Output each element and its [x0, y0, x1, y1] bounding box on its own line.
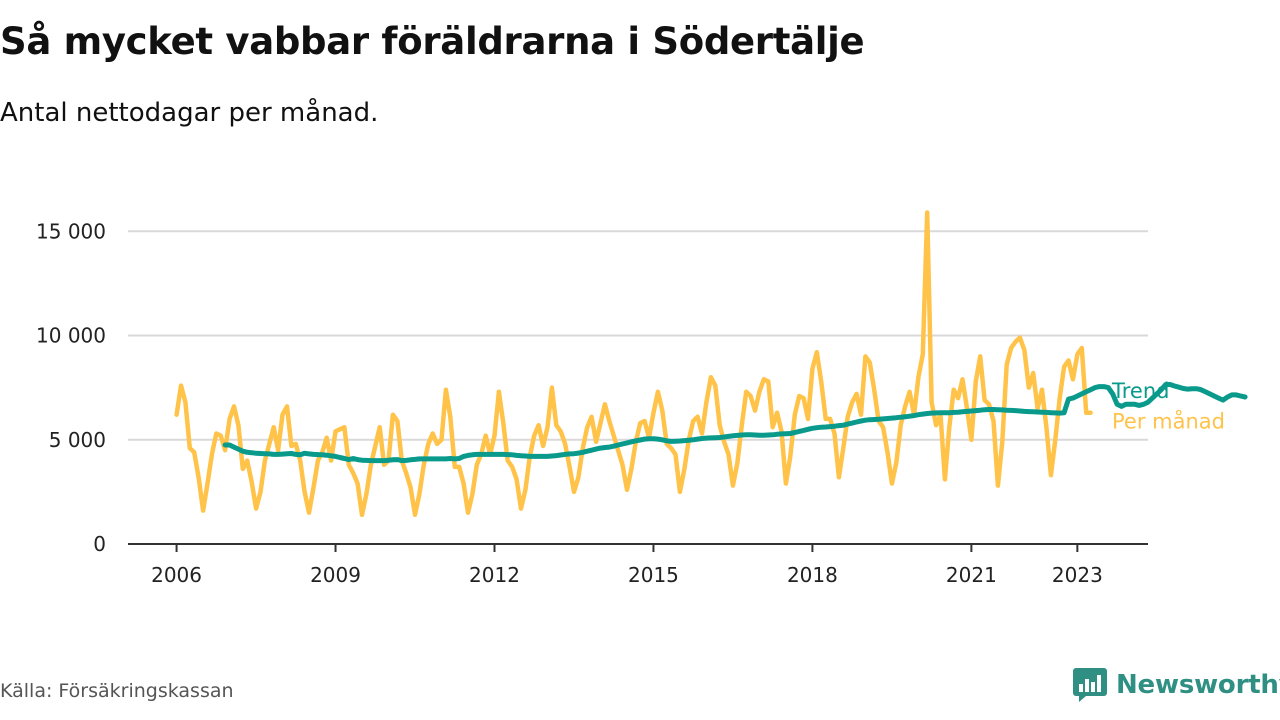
series-labels: Per månad Trend: [1111, 379, 1225, 434]
x-tick-label: 2018: [787, 563, 838, 587]
series-lines: [174, 210, 1248, 518]
x-tick-label: 2009: [310, 563, 361, 587]
x-tick-label: 2015: [628, 563, 679, 587]
y-tick-label: 10 000: [36, 324, 106, 348]
brand-name: Newsworthy: [1116, 670, 1280, 700]
y-tick-label: 15 000: [36, 219, 106, 243]
series-label-trend: Trend: [1111, 379, 1169, 403]
x-axis-ticks: 2006 2009 2012 2015 2018 2021 2023: [151, 544, 1103, 587]
series-line-trend: [222, 382, 1248, 464]
series-line-per-manad: [174, 210, 1093, 518]
chart-subtitle: Antal nettodagar per månad.: [0, 98, 379, 128]
y-tick-label: 0: [93, 532, 106, 556]
chart-title: Så mycket vabbar föräldrarna i Södertälj…: [0, 20, 865, 63]
bar-chart-speech-bubble-icon: [1073, 668, 1107, 702]
series-label-per-manad: Per månad: [1112, 409, 1225, 434]
x-tick-label: 2006: [151, 563, 202, 587]
x-tick-label: 2023: [1052, 563, 1103, 587]
x-tick-label: 2021: [946, 563, 997, 587]
x-tick-label: 2012: [469, 563, 520, 587]
y-tick-label: 5 000: [49, 428, 106, 452]
source-note: Källa: Försäkringskassan: [0, 680, 234, 702]
brand-logo[interactable]: Newsworthy: [1072, 664, 1280, 706]
y-axis-tick-labels: 0 5 000 10 000 15 000: [36, 219, 106, 556]
